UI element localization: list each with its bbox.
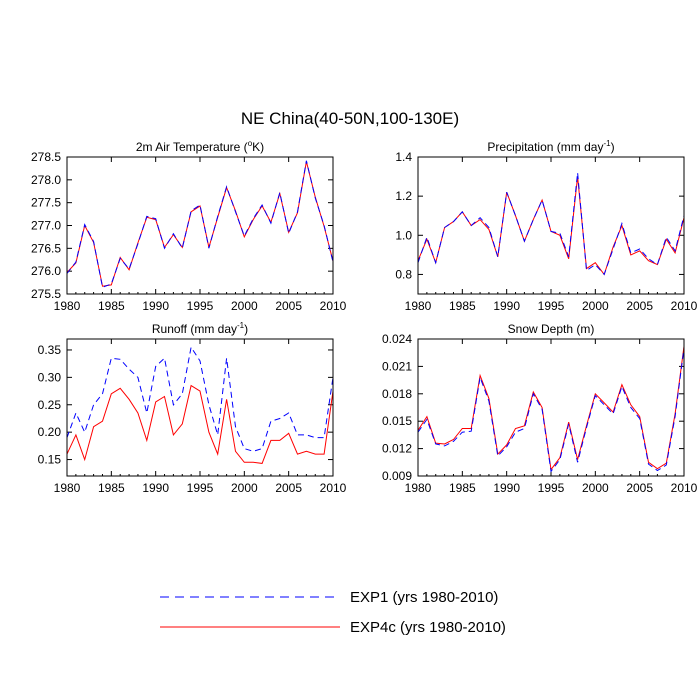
y-tick-label: 276.5 xyxy=(31,241,61,255)
x-tick-label: 1990 xyxy=(142,481,169,495)
y-tick-label: 0.015 xyxy=(382,414,412,428)
y-tick-label: 0.018 xyxy=(382,387,412,401)
panel-runoff: Runoff (mm day-1) 1980 1985 1990 1995 2000 200… xyxy=(38,321,347,495)
y-tick-label: 0.8 xyxy=(395,267,412,281)
x-tick-label: 2010 xyxy=(320,299,347,313)
y-tick-label: 0.012 xyxy=(382,442,412,456)
plot-frame xyxy=(417,338,685,477)
x-tick-label: 1985 xyxy=(449,299,476,313)
panel-title-main: Runoff (mm day xyxy=(152,322,237,336)
legend: EXP1 (yrs 1980-2010) EXP4c (yrs 1980-201… xyxy=(160,589,506,636)
legend-label-exp4c: EXP4c (yrs 1980-2010) xyxy=(350,619,506,636)
x-tick-label: 2005 xyxy=(626,299,653,313)
legend-label-exp1: EXP1 (yrs 1980-2010) xyxy=(350,589,498,606)
x-tick-label: 1995 xyxy=(538,481,565,495)
series-line-exp1 xyxy=(66,160,334,288)
x-tick-label: 1980 xyxy=(54,481,81,495)
y-tick-label: 0.25 xyxy=(38,398,62,412)
panel-title-end: ) xyxy=(244,322,248,336)
x-tick-label: 1995 xyxy=(187,299,214,313)
panel-title-main: 2m Air Temperature ( xyxy=(136,140,248,154)
panel-title-end: ) xyxy=(611,140,615,154)
y-tick-label: 1.4 xyxy=(395,150,412,164)
y-tick-label: 277.0 xyxy=(31,219,61,233)
x-tick-label: 1980 xyxy=(405,481,432,495)
series-line-exp1 xyxy=(66,345,334,452)
panel-title-sup: -1 xyxy=(237,321,245,330)
x-tick-label: 2005 xyxy=(275,481,302,495)
x-tick-label: 1990 xyxy=(493,299,520,313)
x-tick-label: 2010 xyxy=(671,299,698,313)
series-line-exp4c xyxy=(417,176,685,276)
y-tick-label: 1.0 xyxy=(395,228,412,242)
x-tick-label: 2005 xyxy=(275,299,302,313)
y-tick-label: 276.0 xyxy=(31,264,61,278)
panel-title-runoff: Runoff (mm day-1) xyxy=(152,321,248,336)
plot-frame xyxy=(417,156,685,295)
x-tick-label: 2000 xyxy=(582,299,609,313)
x-tick-label: 1990 xyxy=(142,299,169,313)
x-tick-label: 1995 xyxy=(538,299,565,313)
panel-title-air-temperature: 2m Air Temperature (oK) xyxy=(136,139,264,154)
x-tick-label: 2005 xyxy=(626,481,653,495)
panel-title-end: K) xyxy=(252,140,264,154)
x-tick-label: 1980 xyxy=(54,299,81,313)
series-line-exp4c xyxy=(66,161,334,287)
panel-title-main: Precipitation (mm day xyxy=(487,140,603,154)
series-line-exp1 xyxy=(417,348,685,473)
series-line-exp4c xyxy=(66,384,334,464)
panels: 2m Air Temperature (oK) 1980 1985 1990 1995 2… xyxy=(31,139,698,495)
x-tick-label: 1985 xyxy=(98,481,125,495)
x-tick-label: 2000 xyxy=(582,481,609,495)
x-tick-label: 2010 xyxy=(671,481,698,495)
x-tick-label: 1990 xyxy=(493,481,520,495)
x-tick-label: 1980 xyxy=(405,299,432,313)
main-title: NE China(40-50N,100-130E) xyxy=(241,109,459,128)
y-tick-label: 0.15 xyxy=(38,453,62,467)
y-tick-label: 278.5 xyxy=(31,150,61,164)
y-tick-label: 275.5 xyxy=(31,287,61,301)
panel-title-sup: -1 xyxy=(603,139,611,148)
panel-title-main: Snow Depth (m) xyxy=(508,322,595,336)
x-tick-label: 1985 xyxy=(449,481,476,495)
panel-title-precipitation: Precipitation (mm day-1) xyxy=(487,139,614,154)
plot-frame xyxy=(66,338,334,477)
panel-title-sup: o xyxy=(248,139,253,148)
x-tick-label: 2010 xyxy=(320,481,347,495)
x-tick-label: 2000 xyxy=(231,299,258,313)
y-tick-label: 0.021 xyxy=(382,359,412,373)
y-tick-label: 0.20 xyxy=(38,425,62,439)
series-line-exp4c xyxy=(417,346,685,471)
y-tick-label: 0.009 xyxy=(382,469,412,483)
x-tick-label: 1995 xyxy=(187,481,214,495)
y-tick-label: 277.5 xyxy=(31,196,61,210)
panel-title-snow-depth: Snow Depth (m) xyxy=(508,322,595,336)
plot-frame xyxy=(66,156,334,295)
y-tick-label: 0.35 xyxy=(38,343,62,357)
panel-precipitation: Precipitation (mm day-1) 1980 1985 1990 1995… xyxy=(395,139,697,313)
panel-snow-depth: Snow Depth (m) 1980 1985 1990 1995 2000 2005 20… xyxy=(382,322,698,495)
y-tick-label: 1.2 xyxy=(395,189,412,203)
x-tick-label: 1985 xyxy=(98,299,125,313)
y-tick-label: 278.0 xyxy=(31,173,61,187)
series-line-exp1 xyxy=(417,172,685,276)
y-tick-label: 0.024 xyxy=(382,332,412,346)
y-tick-label: 0.30 xyxy=(38,370,62,384)
x-tick-label: 2000 xyxy=(231,481,258,495)
panel-air-temperature: 2m Air Temperature (oK) 1980 1985 1990 1995 2… xyxy=(31,139,347,313)
